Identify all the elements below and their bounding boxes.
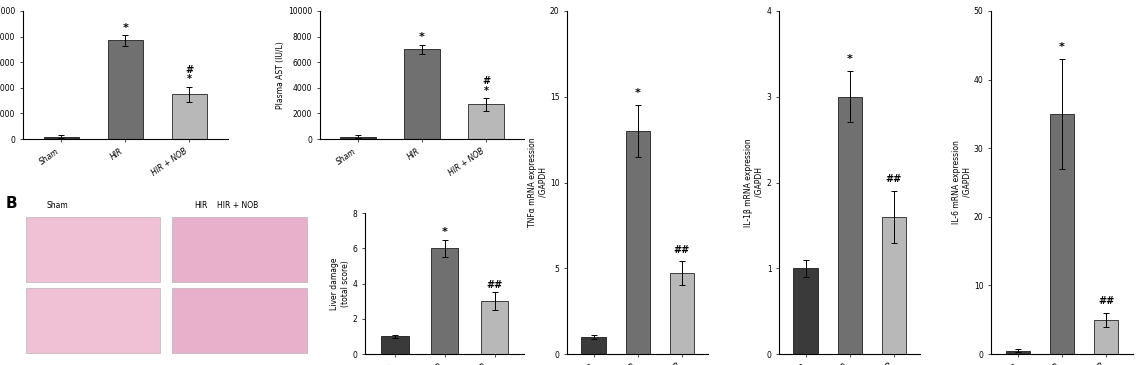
Text: #
*: # * [482,76,490,96]
Bar [341,137,375,139]
Bar [468,104,503,139]
Text: *: * [635,88,641,99]
Text: *: * [847,54,852,64]
Text: HIR + NOB: HIR + NOB [217,201,259,210]
Y-axis label: IL-6 mRNA expression
/GAPDH: IL-6 mRNA expression /GAPDH [952,141,971,224]
Bar [405,49,439,139]
Y-axis label: Plasma AST (IU/L): Plasma AST (IU/L) [276,41,285,109]
Bar [1006,351,1030,354]
Bar [172,288,307,353]
Y-axis label: Liver damage
(total score): Liver damage (total score) [331,257,350,310]
Text: Sham: Sham [47,201,69,210]
Bar [172,94,207,139]
Bar [108,41,143,139]
Text: ##: ## [1098,296,1114,306]
Bar [26,288,160,353]
Y-axis label: IL-1β mRNA expression
/GAPDH: IL-1β mRNA expression /GAPDH [745,138,764,227]
Bar [431,248,459,354]
Text: ##: ## [486,280,502,290]
Text: HIR: HIR [193,201,207,210]
Text: *: * [122,23,128,33]
Bar [626,131,650,354]
Bar [1094,320,1118,354]
Bar [837,97,861,354]
Bar [26,217,160,282]
Y-axis label: TNFα mRNA expression
/GAPDH: TNFα mRNA expression /GAPDH [527,138,547,227]
Text: *: * [419,32,424,42]
Text: *: * [1059,42,1065,52]
Bar [1050,114,1074,354]
Bar [882,217,906,354]
Bar [172,217,307,282]
Bar [480,301,508,354]
Text: B: B [6,196,17,211]
Bar [43,137,79,139]
Text: ##: ## [885,174,903,184]
Bar [794,268,818,354]
Bar [381,337,408,354]
Bar [669,273,694,354]
Bar [581,337,605,354]
Text: *: * [442,227,447,237]
Text: #
*: # * [185,65,193,84]
Text: ##: ## [674,245,690,254]
